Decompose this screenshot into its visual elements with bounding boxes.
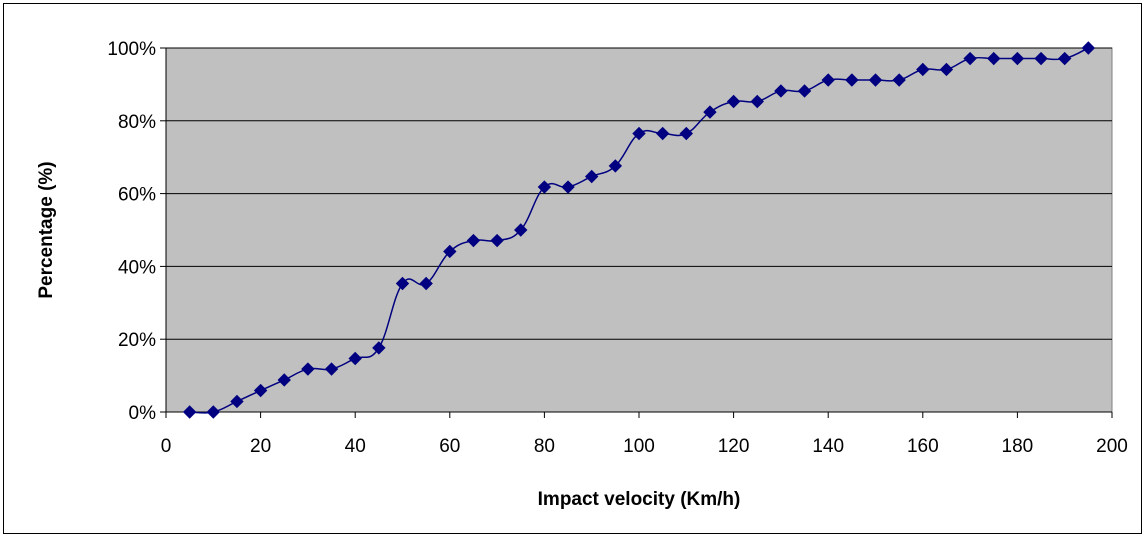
x-tick-label: 0 [161, 436, 172, 457]
data-point [703, 105, 717, 119]
x-tick-label: 20 [250, 436, 271, 457]
y-tick-label: 40% [118, 257, 156, 278]
x-tick-label: 200 [1096, 436, 1128, 457]
data-point [608, 159, 623, 173]
x-tick-labels: 0 20 40 60 80 100 120 140 160 180 200 [161, 412, 1128, 457]
data-point [679, 126, 694, 141]
data-point [726, 94, 741, 109]
data-point [774, 84, 788, 98]
plot-area [165, 47, 1113, 413]
data-point [348, 351, 362, 366]
data-point [1081, 41, 1096, 55]
y-tick-label: 20% [118, 330, 156, 351]
data-point [584, 169, 599, 184]
data-point [655, 126, 670, 141]
x-tick-label: 60 [439, 436, 460, 457]
data-point [868, 73, 883, 87]
data-point [916, 62, 930, 77]
x-tick-label: 100 [623, 436, 655, 457]
data-point [1057, 51, 1072, 66]
y-tick-label: 0% [129, 403, 157, 424]
data-point [1034, 51, 1048, 66]
gridlines [166, 47, 1112, 340]
data-point [182, 405, 197, 419]
data-point [372, 341, 386, 355]
data-point [443, 244, 457, 259]
data-point [939, 62, 954, 77]
x-tick-label: 80 [534, 436, 555, 457]
data-point [892, 73, 906, 87]
x-axis-title: Impact velocity (Km/h) [538, 489, 741, 510]
y-tick-label: 60% [118, 185, 156, 206]
data-point [750, 94, 764, 109]
x-tick-label: 140 [812, 436, 844, 457]
data-point [963, 51, 977, 66]
x-tick-label: 180 [1002, 436, 1034, 457]
data-point [419, 276, 433, 291]
data-point [277, 373, 291, 387]
data-point [253, 383, 268, 398]
y-tick-label: 80% [118, 112, 156, 133]
data-point [490, 233, 504, 248]
y-axis-title: Percentage (%) [36, 161, 57, 298]
x-tick-label: 120 [718, 436, 750, 457]
series [182, 41, 1096, 419]
data-point [301, 362, 315, 376]
data-point [537, 180, 552, 194]
y-tick-label: 100% [107, 39, 156, 60]
data-point [632, 126, 646, 141]
data-point [230, 394, 244, 409]
data-point [206, 405, 221, 419]
x-tick-label: 160 [907, 436, 939, 457]
data-point [324, 362, 339, 376]
data-point [466, 233, 481, 248]
data-point [987, 51, 1001, 66]
data-point [395, 276, 410, 291]
data-point [797, 84, 812, 98]
data-point [821, 73, 835, 87]
data-point [845, 73, 859, 87]
data-point [1010, 51, 1025, 66]
x-tick-label: 40 [345, 436, 366, 457]
data-point [514, 223, 528, 237]
data-point [561, 180, 575, 194]
y-tick-labels: 0% 20% 40% 60% 80% 100% [107, 39, 166, 424]
